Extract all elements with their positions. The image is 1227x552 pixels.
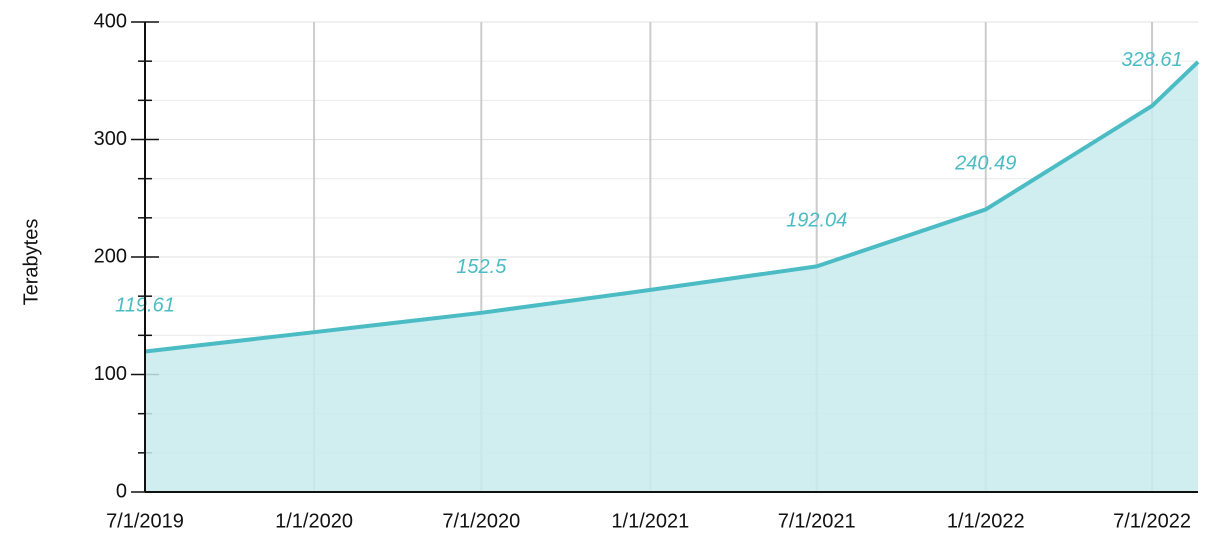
- data-label: 328.61: [1121, 49, 1182, 71]
- y-tick-label: 0: [116, 480, 127, 502]
- y-tick-label: 100: [94, 363, 127, 385]
- y-tick-label: 300: [94, 128, 127, 150]
- y-tick-label: 200: [94, 245, 127, 267]
- y-tick-label: 400: [94, 10, 127, 32]
- x-tick-label: 7/1/2021: [778, 510, 856, 532]
- x-tick-label: 1/1/2021: [611, 510, 689, 532]
- data-label: 192.04: [786, 210, 847, 232]
- x-tick-label: 7/1/2019: [106, 510, 184, 532]
- data-label: 240.49: [954, 153, 1016, 175]
- area-fill: [145, 61, 1198, 492]
- x-tick-label: 7/1/2020: [442, 510, 520, 532]
- x-tick-label: 7/1/2022: [1113, 510, 1191, 532]
- x-tick-label: 1/1/2022: [947, 510, 1025, 532]
- x-tick-label: 1/1/2020: [275, 510, 353, 532]
- y-axis-label: Terabytes: [20, 219, 42, 306]
- line: [144, 60, 1200, 354]
- data-label: 152.5: [456, 256, 507, 278]
